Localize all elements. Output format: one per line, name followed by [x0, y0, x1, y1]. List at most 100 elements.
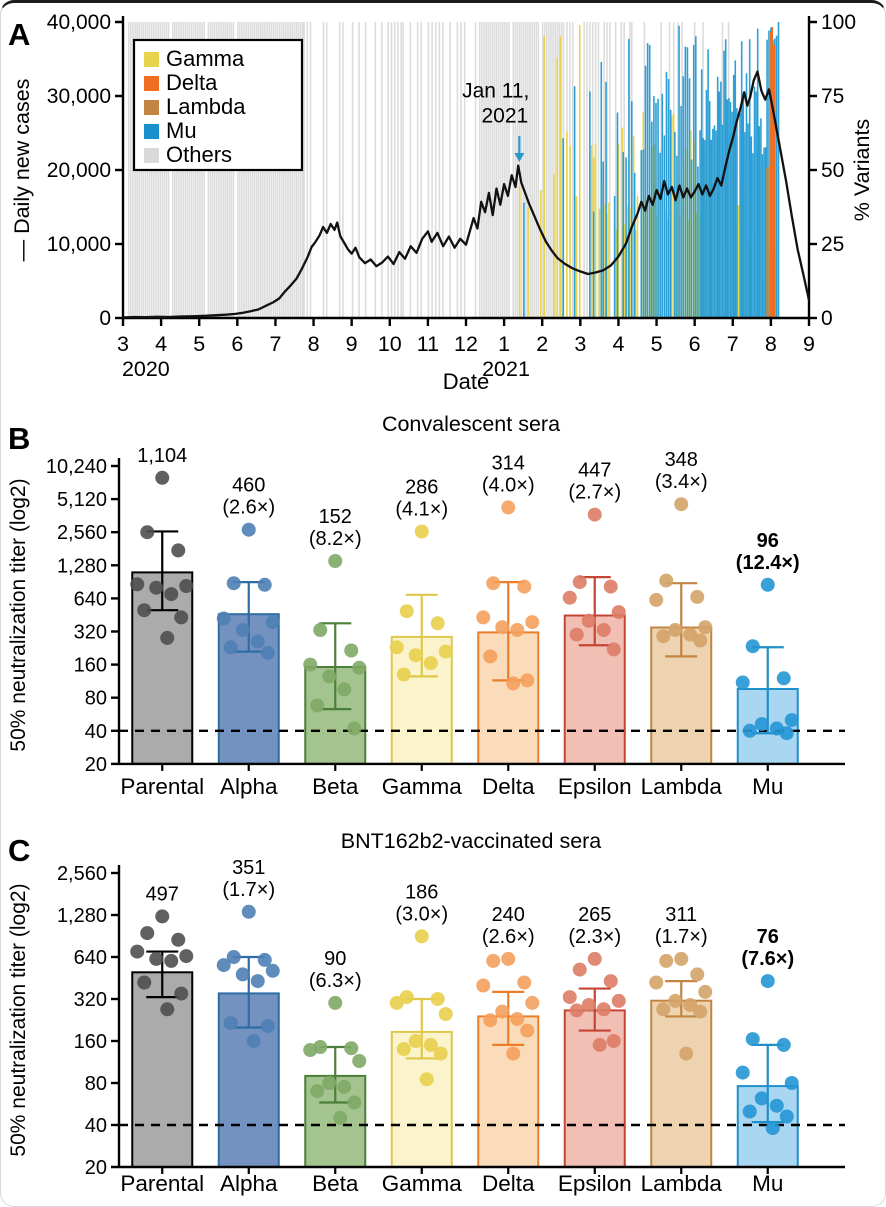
category-label-mu: Mu: [752, 1171, 783, 1196]
data-point-beta: [322, 669, 337, 684]
variant-bar-others: [512, 22, 515, 318]
data-point-lambda: [698, 984, 713, 999]
value-label: 90: [324, 948, 346, 970]
variant-bar-others: [603, 22, 605, 318]
category-label-gamma: Gamma: [382, 774, 463, 799]
data-point-lambda: [668, 993, 683, 1008]
annotation-text: 2021: [482, 105, 529, 128]
data-point-lambda: [659, 573, 674, 588]
variant-bar-mu: [655, 102, 657, 319]
value-label: 460: [232, 475, 265, 497]
data-point-lambda: [690, 967, 705, 982]
variant-bar-mu: [589, 91, 591, 318]
variant-bar-delta: [774, 45, 776, 319]
data-point-lambda: [668, 623, 683, 637]
y-tick-label: 640: [74, 947, 107, 969]
data-point-epsilon: [562, 590, 577, 605]
variant-bar-mu: [775, 35, 778, 318]
variant-bar-gamma: [590, 145, 593, 318]
value-label: 351: [232, 857, 265, 879]
data-point-parental: [137, 603, 152, 618]
data-point-alpha: [216, 958, 231, 973]
variant-bar-others: [493, 22, 496, 318]
data-point-mu: [765, 1121, 780, 1136]
data-point-parental: [179, 579, 194, 593]
value-label: 186: [405, 881, 438, 903]
data-point-delta: [525, 995, 540, 1010]
data-point-alpha: [260, 645, 275, 660]
value-label: 447: [578, 460, 611, 482]
variant-bar-mu: [726, 99, 729, 318]
data-point-beta: [313, 623, 328, 637]
data-point-alpha: [223, 1016, 238, 1031]
variant-bar-mu: [764, 147, 767, 318]
variant-bar-gamma: [527, 207, 529, 318]
data-point-mu: [742, 1104, 757, 1119]
data-point-lambda: [698, 620, 713, 635]
variant-bar-mu: [739, 113, 741, 318]
value-label: 1,104: [137, 445, 187, 467]
variant-bar-mu: [702, 138, 705, 318]
variant-bar-mu: [740, 41, 743, 318]
month-tick-label: 5: [651, 332, 663, 356]
fold-change-label: (8.2×): [309, 528, 362, 550]
variant-bar-others: [130, 22, 132, 318]
variant-bar-others: [478, 22, 481, 318]
data-point-mu: [779, 1109, 794, 1124]
data-point-alpha: [241, 522, 256, 537]
variant-bar-gamma: [608, 202, 610, 318]
variant-bar-others: [552, 22, 554, 318]
data-point-mu: [760, 577, 775, 592]
y-tick-label: 40,000: [47, 11, 111, 34]
y-tick-label: 80: [85, 688, 107, 710]
variant-bar-gamma: [632, 136, 635, 318]
variant-bar-others: [402, 22, 404, 318]
data-point-lambda: [659, 953, 674, 968]
data-point-delta: [486, 953, 501, 968]
month-tick-label: 8: [308, 332, 320, 356]
variant-bar-others: [460, 22, 462, 318]
variant-bar-gamma: [693, 140, 696, 318]
data-point-epsilon: [562, 990, 577, 1005]
variant-bar-others: [506, 22, 508, 318]
data-point-lambda: [674, 497, 689, 512]
variant-bar-mu: [642, 149, 645, 318]
data-point-epsilon: [592, 1037, 607, 1052]
fold-change-label: (2.7×): [568, 482, 621, 504]
variant-bar-mu: [736, 108, 738, 318]
variant-bar-others: [449, 22, 451, 318]
data-point-beta: [337, 682, 352, 697]
fold-change-label: (4.0×): [482, 474, 535, 496]
variant-bar-others: [463, 22, 466, 318]
y-tick-label: 2,560: [57, 863, 107, 885]
variant-bar-others: [487, 22, 489, 318]
variant-bar-gamma: [629, 208, 631, 318]
legend-label-delta: Delta: [166, 70, 218, 95]
month-tick-label: 6: [231, 332, 243, 356]
data-point-epsilon: [596, 1002, 611, 1017]
variant-bar-others: [501, 22, 504, 318]
panel-a-right-axis-label: % Variants: [850, 119, 874, 221]
variant-bar-others: [677, 22, 679, 318]
variant-bar-others: [438, 22, 441, 318]
variant-bar-mu: [756, 28, 759, 318]
category-label-parental: Parental: [120, 774, 204, 799]
data-point-delta: [506, 676, 521, 691]
variant-bar-mu: [653, 96, 655, 318]
data-point-alpha: [235, 967, 250, 982]
variant-bar-mu: [695, 36, 697, 319]
panel-a-letter: A: [8, 17, 30, 52]
variant-bar-others: [614, 22, 617, 318]
variant-bar-mu: [750, 136, 753, 318]
data-point-lambda: [649, 975, 664, 990]
data-point-mu: [776, 671, 791, 686]
month-tick-label: 3: [574, 332, 586, 356]
data-point-beta: [337, 1079, 352, 1094]
bar-epsilon: [563, 1009, 626, 1168]
category-label-beta: Beta: [312, 774, 359, 799]
y-tick-label: 2,560: [57, 522, 107, 544]
variant-bar-others: [474, 22, 477, 318]
variant-bar-mu: [755, 91, 757, 318]
y-tick-label: 20: [85, 754, 107, 776]
data-point-delta: [476, 978, 491, 993]
